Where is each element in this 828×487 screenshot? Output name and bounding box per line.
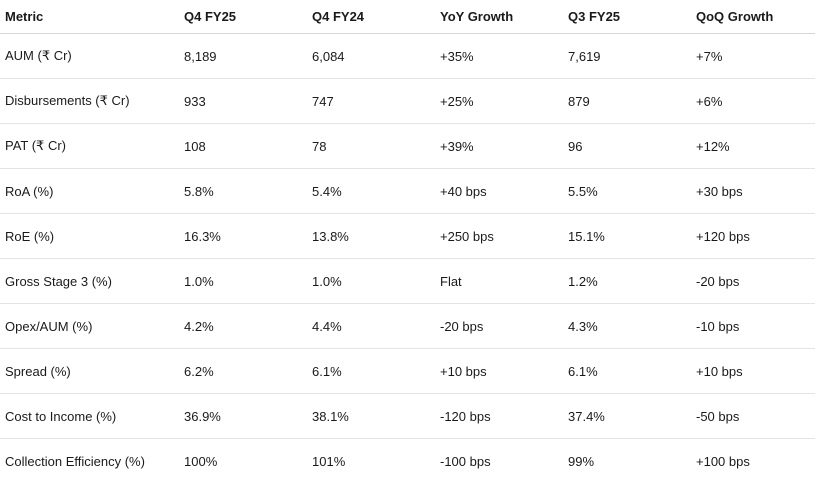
table-cell: +25% <box>440 93 474 109</box>
header-cell: Q4 FY25 <box>184 9 237 24</box>
table-cell: -20 bps <box>696 273 740 289</box>
table-cell: 6.1% <box>312 363 342 379</box>
table-cell: RoE (%) <box>5 228 55 244</box>
table-cell: 100% <box>184 454 218 469</box>
table-cell: 1.0% <box>184 273 214 289</box>
table-cell: 96 <box>568 138 583 154</box>
table-row: RoA (%) 5.8% 5.4% +40 bps 5.5% +30 bps <box>0 169 815 214</box>
table-row: Gross Stage 3 (%) 1.0% 1.0% Flat 1.2% -20 bps <box>0 259 815 304</box>
table-row: Spread (%) 6.2% 6.1% +10 bps 6.1% +10 bps <box>0 349 815 394</box>
table-cell: +39% <box>440 138 474 154</box>
table-cell: +120 bps <box>696 228 750 244</box>
table-cell: 747 <box>312 93 334 109</box>
table-cell: -20 bps <box>440 318 484 334</box>
table-cell: 4.3% <box>568 318 598 334</box>
table-cell: +7% <box>696 48 723 64</box>
table-cell: +40 bps <box>440 183 487 199</box>
table-cell: -120 bps <box>440 408 491 424</box>
table-cell: 78 <box>312 138 327 154</box>
header-cell: Metric <box>5 9 44 24</box>
table-cell: 38.1% <box>312 408 349 424</box>
table-cell: 5.4% <box>312 183 342 199</box>
table-cell: +6% <box>696 93 723 109</box>
table-row: Cost to Income (%) 36.9% 38.1% -120 bps 37.4… <box>0 394 815 439</box>
table-cell: +100 bps <box>696 454 750 469</box>
table-cell: Flat <box>440 273 462 289</box>
table-cell: 1.2% <box>568 273 598 289</box>
header-cell: YoY Growth <box>440 9 514 24</box>
table-cell: 101% <box>312 454 346 469</box>
table-row: RoE (%) 16.3% 13.8% +250 bps 15.1% +120 bps <box>0 214 815 259</box>
header-cell: Q4 FY24 <box>312 9 365 24</box>
table-cell: +30 bps <box>696 183 743 199</box>
table-cell: Cost to Income (%) <box>5 408 117 424</box>
table-cell: +250 bps <box>440 228 494 244</box>
table-cell: 16.3% <box>184 228 221 244</box>
table-cell: 7,619 <box>568 48 601 64</box>
table-cell: -100 bps <box>440 454 491 469</box>
table: Metric Q4 FY25 Q4 FY24 YoY Growth Q3 FY25 QoQ… <box>0 0 815 484</box>
table-cell: 933 <box>184 93 206 109</box>
table-row: AUM (₹ Cr) 8,189 6,084 +35% 7,619 +7% <box>0 34 815 79</box>
table-cell: 15.1% <box>568 228 605 244</box>
table-cell: +10 bps <box>440 363 487 379</box>
table-cell: 1.0% <box>312 273 342 289</box>
table-cell: RoA (%) <box>5 183 54 199</box>
table-cell: PAT (₹ Cr) <box>5 138 66 153</box>
table-row: Disbursements (₹ Cr) 933 747 +25% 879 +6% <box>0 79 815 124</box>
table-cell: 13.8% <box>312 228 349 244</box>
table-cell: -10 bps <box>696 318 740 334</box>
table-cell: +10 bps <box>696 363 743 379</box>
header-cell: Q3 FY25 <box>568 9 621 24</box>
table-cell: -50 bps <box>696 408 740 424</box>
table-cell: Collection Efficiency (%) <box>5 454 145 469</box>
table-cell: 108 <box>184 138 206 154</box>
table-cell: Disbursements (₹ Cr) <box>5 93 130 108</box>
table-row: Collection Efficiency (%) 100% 101% -100 bp… <box>0 439 815 484</box>
table-cell: 6.1% <box>568 363 598 379</box>
table-cell: Gross Stage 3 (%) <box>5 273 112 289</box>
table-cell: 879 <box>568 93 590 109</box>
table-cell: +12% <box>696 138 730 154</box>
table-row: Opex/AUM (%) 4.2% 4.4% -20 bps 4.3% -10 bps <box>0 304 815 349</box>
table-cell: 8,189 <box>184 48 217 64</box>
header-row: Metric Q4 FY25 Q4 FY24 YoY Growth Q3 FY25 QoQ… <box>0 0 815 34</box>
table-cell: 5.8% <box>184 183 214 199</box>
table-cell: Opex/AUM (%) <box>5 318 93 334</box>
table-cell: 5.5% <box>568 183 598 199</box>
table-cell: Spread (%) <box>5 363 71 379</box>
table-cell: 4.4% <box>312 318 342 334</box>
table-cell: 6.2% <box>184 363 214 379</box>
table-cell: 36.9% <box>184 408 221 424</box>
table-cell: AUM (₹ Cr) <box>5 48 72 63</box>
header-cell: QoQ Growth <box>696 9 774 24</box>
table-row: PAT (₹ Cr) 108 78 +39% 96 +12% <box>0 124 815 169</box>
table-cell: 6,084 <box>312 48 345 64</box>
table-cell: 99% <box>568 454 595 469</box>
table-cell: 4.2% <box>184 318 214 334</box>
table-cell: +35% <box>440 48 474 64</box>
table-cell: 37.4% <box>568 408 605 424</box>
